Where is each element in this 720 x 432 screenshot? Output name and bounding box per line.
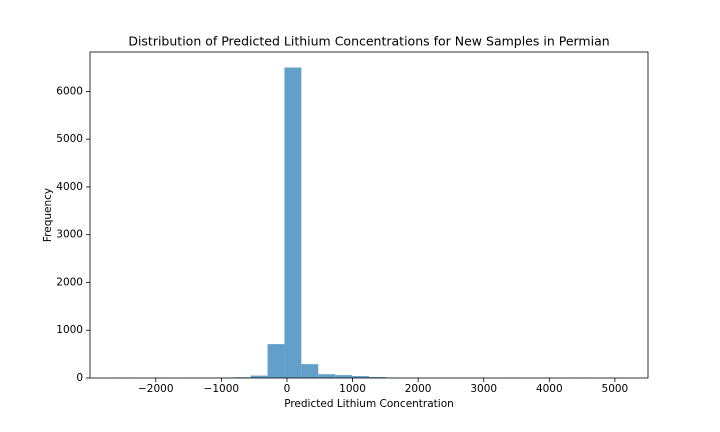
x-tick-label: 3000 — [470, 383, 497, 395]
bar — [369, 377, 386, 378]
bar — [250, 375, 268, 378]
x-tick-label: −1000 — [204, 383, 240, 395]
y-tick-label: 1000 — [56, 324, 83, 336]
y-tick-label: 6000 — [56, 85, 83, 97]
x-tick-label: 0 — [284, 383, 291, 395]
y-tick-label: 4000 — [56, 181, 83, 193]
x-tick-label: 4000 — [536, 383, 563, 395]
x-tick-label: 5000 — [602, 383, 629, 395]
x-tick-label: 2000 — [405, 383, 432, 395]
chart-title: Distribution of Predicted Lithium Concen… — [128, 34, 609, 49]
y-tick-label: 5000 — [56, 133, 83, 145]
y-tick-label: 3000 — [56, 229, 83, 241]
y-axis-label: Frequency — [42, 188, 54, 242]
x-axis-label: Predicted Lithium Concentration — [284, 398, 454, 410]
plot-frame — [89, 51, 649, 379]
y-tick-label: 2000 — [56, 276, 83, 288]
bar — [284, 67, 302, 379]
bar — [352, 376, 369, 378]
x-tick-label: 1000 — [339, 383, 366, 395]
bar — [301, 364, 319, 378]
x-tick-label: −2000 — [138, 383, 174, 395]
bar — [318, 374, 336, 378]
bar — [335, 375, 353, 378]
bar — [267, 344, 285, 378]
y-tick-label: 0 — [76, 372, 83, 384]
